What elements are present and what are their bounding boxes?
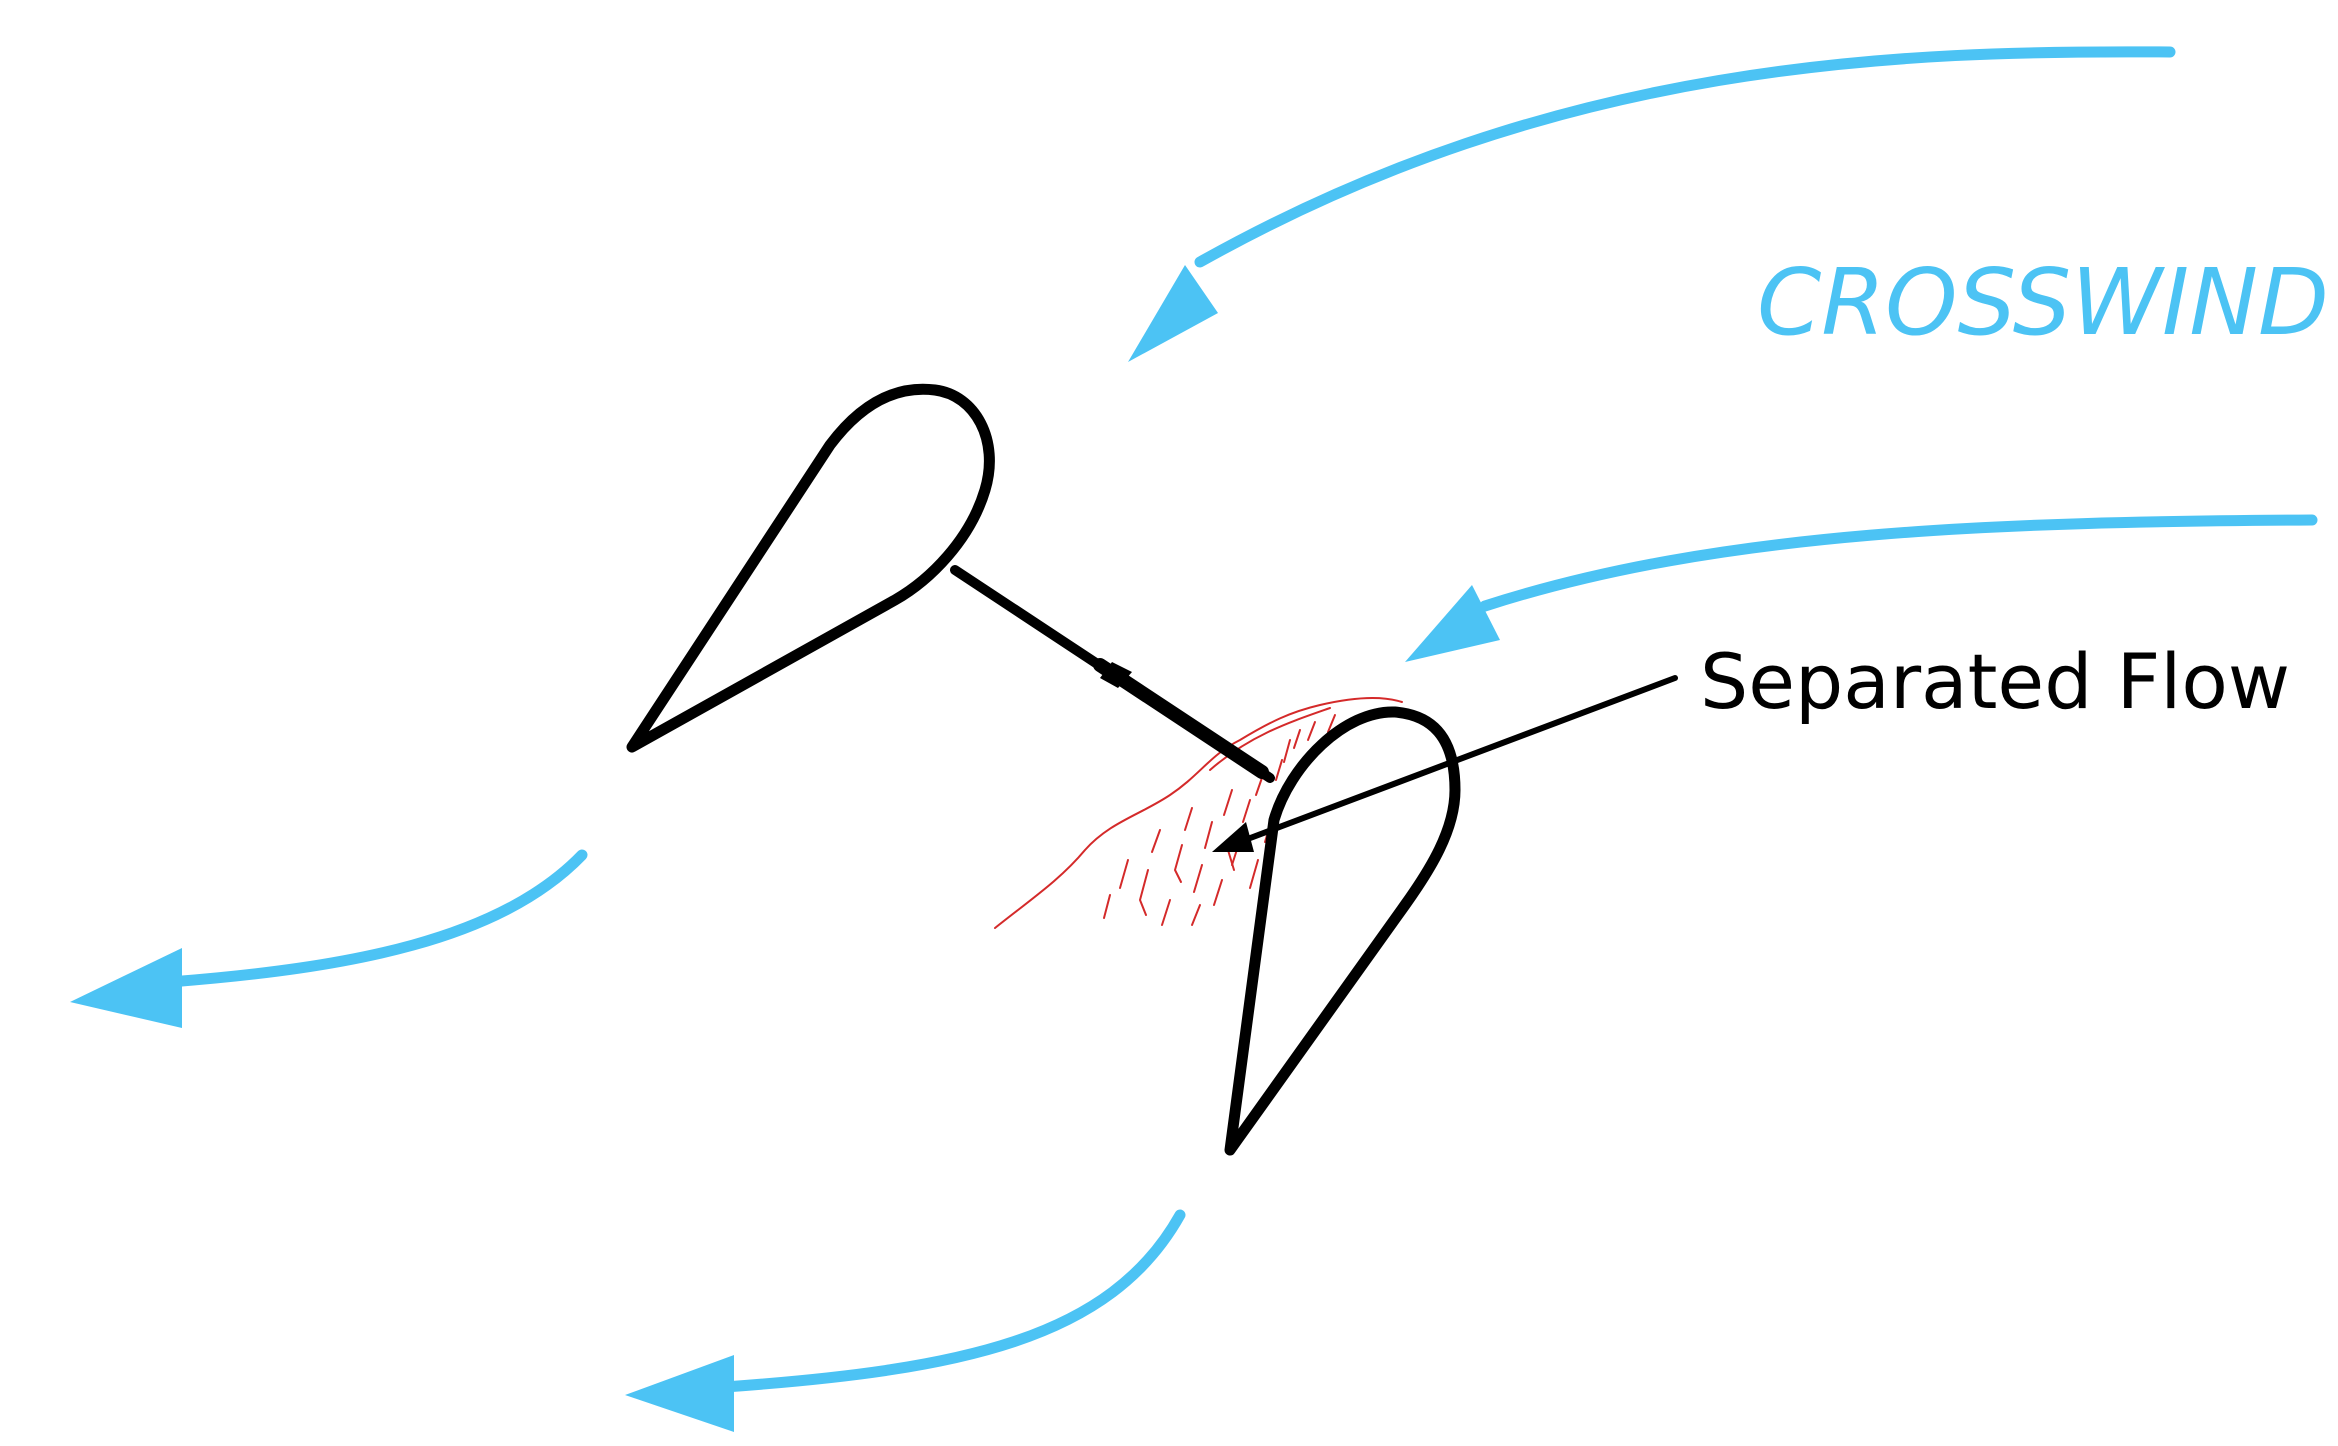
separation-streak: [1204, 821, 1213, 849]
separation-streak: [1103, 894, 1111, 919]
connecting-rod: [950, 565, 1275, 783]
airfoil-lower-outline: [1224, 706, 1461, 1156]
separated-flow-pointer: [1212, 675, 1678, 852]
separation-streak: [1184, 807, 1193, 831]
wind-arrow-bottom-stroke: [719, 1209, 1186, 1393]
separation-streak: [1191, 904, 1201, 926]
airfoil-lower: [1224, 706, 1461, 1156]
separation-streak: [1139, 869, 1149, 916]
wind-arrow-middle-stroke: [1479, 514, 2318, 612]
pointer-head: [1212, 822, 1254, 852]
crosswind-label: CROSSWIND: [1757, 249, 2329, 356]
separation-streak: [1161, 899, 1171, 926]
separation-streak: [1193, 864, 1203, 893]
wind-arrow-top: [1128, 46, 2176, 362]
separation-streak: [1119, 859, 1129, 889]
wind-arrow-middle: [1405, 514, 2318, 662]
wind-arrow-bottom: [625, 1209, 1186, 1432]
separation-streak: [1327, 714, 1336, 733]
separation-streak: [1174, 844, 1183, 883]
rod-joint: [1100, 662, 1132, 688]
pointer-line: [1242, 675, 1678, 843]
separated-flow-region: [994, 697, 1403, 929]
separation-boundary: [994, 697, 1403, 929]
wind-arrow-top-head: [1128, 265, 1218, 362]
separation-streak: [1249, 859, 1259, 889]
separation-streak: [1227, 849, 1235, 871]
wind-arrow-lower-left: [70, 849, 588, 1028]
wind-arrows: [70, 46, 2318, 1432]
separation-streak: [1242, 799, 1251, 823]
separated-flow-label: Separated Flow: [1700, 637, 2290, 726]
wind-arrow-middle-head: [1405, 585, 1500, 662]
airfoil-upper-outline: [626, 383, 995, 753]
separation-streak: [1213, 879, 1223, 906]
wind-arrow-bottom-head: [625, 1355, 734, 1432]
separation-streak: [1283, 739, 1291, 763]
airfoil-upper: [626, 383, 995, 753]
wind-arrow-lower-left-stroke: [164, 849, 588, 988]
separation-streak: [1151, 829, 1161, 853]
separation-streak: [1275, 759, 1283, 781]
separation-streak: [1293, 729, 1301, 749]
separation-streak: [1223, 789, 1233, 816]
wind-arrow-lower-left-head: [70, 948, 182, 1028]
separation-boundary-inner: [1209, 707, 1331, 771]
wind-arrow-top-stroke: [1194, 46, 2176, 268]
rod-line-thick: [1093, 658, 1269, 779]
separation-streak: [1307, 721, 1316, 741]
